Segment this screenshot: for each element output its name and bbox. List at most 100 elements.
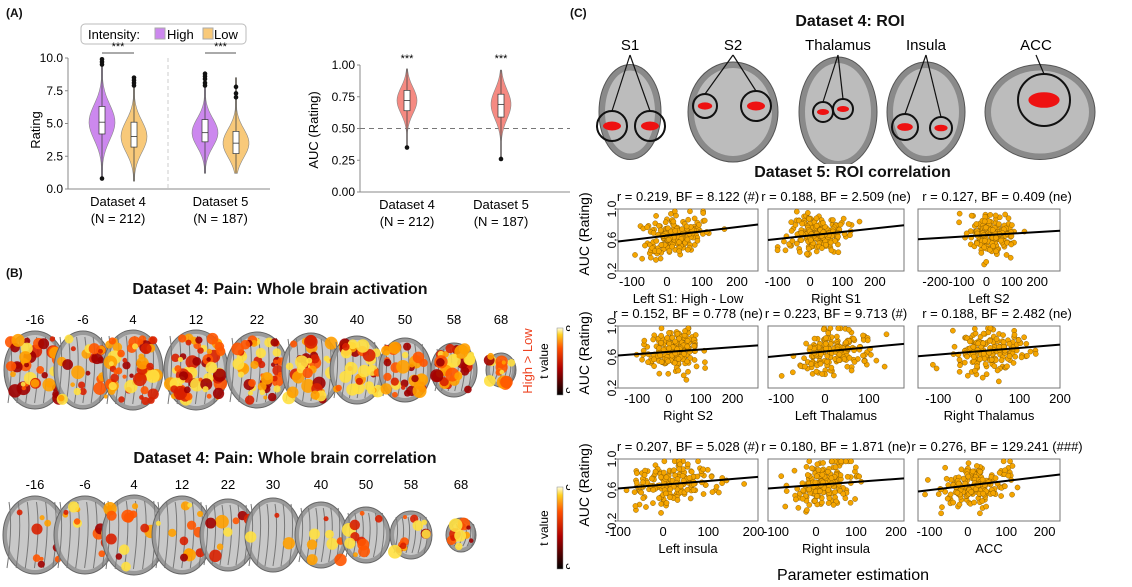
- activation-blob: [20, 381, 26, 387]
- data-point: [632, 252, 638, 258]
- roi-highlight: [897, 123, 913, 131]
- activation-blob: [121, 561, 131, 572]
- data-point: [983, 503, 990, 510]
- data-point: [817, 488, 823, 494]
- activation-blob: [248, 390, 253, 396]
- x-tick-label: 100: [1009, 391, 1031, 406]
- data-point: [861, 358, 868, 364]
- data-point: [1002, 211, 1008, 218]
- gyrus-line: [320, 507, 326, 563]
- data-point: [782, 247, 789, 254]
- correlation-stat: r = 0.188, BF = 2.482 (ne): [922, 306, 1072, 321]
- data-point: [838, 458, 844, 465]
- data-point: [661, 469, 667, 476]
- correlation-stat: r = 0.207, BF = 5.028 (#): [617, 439, 759, 454]
- data-point: [677, 461, 683, 468]
- data-point: [693, 363, 700, 370]
- data-point: [994, 367, 1001, 374]
- data-point: [788, 228, 795, 234]
- data-point: [658, 510, 664, 516]
- brain-slice: [163, 329, 229, 411]
- data-point: [1000, 339, 1007, 345]
- roi-label: S1: [621, 37, 639, 54]
- activation-blob: [355, 377, 363, 385]
- data-point: [943, 475, 950, 482]
- correlation-title: Dataset 4: Pain: Whole brain correlation: [133, 450, 437, 467]
- brain-white-matter: [991, 70, 1089, 154]
- activation-blob: [362, 348, 376, 362]
- brain-slice: [483, 352, 517, 390]
- data-point: [700, 491, 707, 497]
- data-point: [956, 210, 963, 217]
- data-point: [987, 212, 994, 218]
- data-point: [950, 499, 957, 506]
- activation-blob: [454, 345, 469, 359]
- roi-arrow: [904, 54, 927, 115]
- data-point: [860, 352, 866, 359]
- x-tick-label: 0: [983, 274, 990, 289]
- activation-blob: [267, 392, 277, 402]
- data-point: [778, 373, 785, 379]
- activation-blob: [178, 371, 189, 381]
- activation-blob: [223, 527, 233, 537]
- y-tick-label: 7.5: [46, 84, 63, 98]
- data-point: [641, 337, 648, 344]
- data-point: [669, 243, 675, 250]
- brain-slice: [53, 330, 113, 410]
- activation-blob: [133, 372, 147, 387]
- correlation-stat: r = 0.223, BF = 9.713 (#): [765, 306, 907, 321]
- data-point: [820, 220, 826, 226]
- activation-blob: [70, 346, 76, 352]
- data-point: [955, 480, 962, 487]
- panel-label-b: (B): [6, 266, 23, 280]
- data-point: [677, 483, 684, 490]
- data-point: [826, 495, 833, 502]
- activation-blob: [257, 382, 267, 392]
- data-point: [684, 343, 691, 350]
- data-point: [811, 335, 818, 342]
- brain-white-matter: [58, 500, 112, 570]
- activation-blob: [381, 345, 391, 356]
- data-point: [1002, 467, 1008, 474]
- activation-blob: [195, 336, 203, 344]
- data-point: [806, 486, 812, 493]
- violin-low-box: [130, 121, 138, 148]
- slice-label: -6: [77, 312, 89, 327]
- data-point: [661, 458, 668, 465]
- activation-blob: [507, 359, 516, 367]
- brain-slice: [341, 506, 391, 564]
- activation-blob: [430, 369, 444, 383]
- regression-line: [917, 343, 1061, 358]
- data-point: [812, 498, 818, 504]
- data-point: [658, 325, 665, 332]
- x-tick-label: 200: [1034, 524, 1056, 539]
- activation-blob: [468, 538, 474, 543]
- activation-blob: [106, 510, 117, 521]
- activation-blob: [356, 339, 370, 353]
- data-point: [798, 230, 805, 236]
- data-point: [813, 368, 820, 375]
- activation-blob: [70, 382, 75, 387]
- data-point: [782, 503, 789, 510]
- data-point: [979, 374, 986, 381]
- data-point: [819, 471, 826, 478]
- activation-blob: [140, 523, 150, 533]
- activation-blob: [273, 359, 278, 365]
- x-tick-label: 0: [665, 391, 672, 406]
- activation-blob: [24, 362, 30, 368]
- data-point: [823, 242, 829, 248]
- activation-blob: [464, 385, 472, 394]
- data-point: [998, 493, 1004, 499]
- activation-blob: [122, 374, 127, 379]
- activation-blob: [412, 351, 425, 364]
- data-point: [687, 208, 693, 215]
- activation-blob: [310, 390, 320, 400]
- violin-high-outlier: [202, 80, 208, 86]
- data-point: [641, 472, 648, 478]
- x-tick-label: 100: [1001, 274, 1023, 289]
- data-point: [633, 479, 640, 486]
- data-point: [648, 475, 655, 482]
- data-point: [828, 364, 835, 371]
- activation-blob: [155, 520, 161, 526]
- data-point: [676, 239, 682, 245]
